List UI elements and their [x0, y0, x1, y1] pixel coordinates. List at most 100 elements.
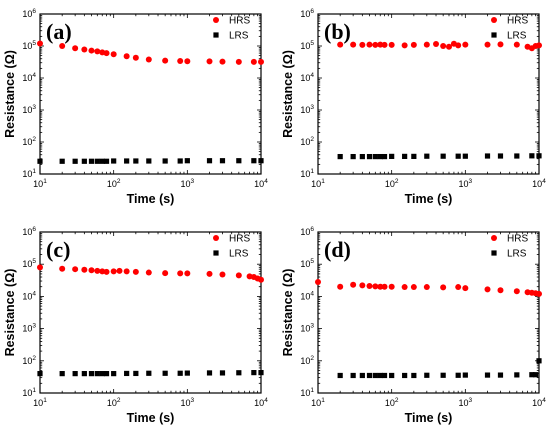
- y-axis-label: Resistance (Ω): [281, 269, 295, 357]
- data-point: [381, 283, 388, 290]
- data-point: [497, 287, 504, 294]
- data-point: [59, 371, 65, 377]
- data-point: [133, 158, 139, 164]
- x-tick-label: 103: [459, 178, 473, 189]
- data-point: [350, 41, 357, 48]
- x-tick-label: 103: [181, 397, 195, 408]
- legend-label: HRS: [229, 16, 250, 27]
- x-axis-label: Time (s): [405, 411, 453, 425]
- data-point: [377, 372, 383, 379]
- data-point: [410, 284, 417, 291]
- legend-marker: [213, 17, 219, 23]
- data-point: [235, 272, 242, 279]
- x-axis-label: Time (s): [127, 192, 175, 206]
- data-point: [81, 158, 87, 164]
- data-point: [529, 372, 535, 378]
- data-point: [103, 158, 110, 164]
- data-point: [315, 279, 321, 286]
- data-point: [177, 370, 183, 376]
- data-point: [536, 42, 542, 49]
- data-point: [402, 372, 408, 379]
- data-point: [177, 158, 183, 164]
- data-point: [377, 283, 384, 290]
- data-point: [401, 42, 408, 49]
- data-point: [72, 371, 78, 377]
- data-point: [219, 158, 226, 164]
- legend-marker: [491, 250, 497, 256]
- data-point: [251, 158, 257, 164]
- data-point: [206, 370, 213, 376]
- data-point: [184, 370, 190, 376]
- data-point: [337, 283, 344, 290]
- data-point: [94, 267, 101, 274]
- data-point: [372, 41, 379, 48]
- data-point: [133, 370, 139, 377]
- data-point: [81, 46, 88, 53]
- data-point: [388, 41, 395, 48]
- chart-panel: 101 102 103 104 101 102 103 104 105 106 Time (s) Re…: [3, 8, 268, 206]
- chart-panel: 101 102 103 104 101 102 103 104 105 106 Time (s) Re…: [281, 226, 546, 425]
- legend-label: HRS: [507, 16, 528, 27]
- data-point: [445, 43, 452, 50]
- data-point: [123, 53, 130, 60]
- data-point: [162, 270, 169, 277]
- data-point: [423, 284, 430, 291]
- data-point: [536, 358, 542, 364]
- legend-marker: [491, 32, 497, 38]
- data-point: [440, 372, 446, 378]
- data-point: [258, 370, 264, 376]
- data-point: [99, 371, 105, 377]
- data-point: [484, 153, 491, 159]
- data-point: [132, 268, 139, 275]
- data-point: [162, 370, 168, 376]
- data-point: [424, 372, 430, 378]
- y-tick-label: 105: [22, 258, 36, 269]
- data-point: [366, 41, 373, 48]
- y-tick-label: 103: [300, 323, 314, 334]
- series-hrs: [37, 264, 264, 283]
- data-point: [513, 288, 520, 295]
- data-point: [455, 42, 462, 49]
- x-tick-label: 104: [254, 178, 268, 189]
- y-tick-label: 102: [300, 136, 314, 147]
- y-tick-label: 105: [22, 40, 36, 51]
- legend: HRS LRS: [213, 234, 250, 260]
- panel-label: (b): [324, 19, 351, 44]
- data-point: [359, 153, 365, 160]
- data-point: [123, 268, 130, 275]
- data-point: [177, 57, 184, 64]
- data-point: [513, 41, 520, 48]
- y-tick-label: 104: [300, 72, 314, 83]
- data-point: [37, 158, 43, 164]
- series-lrs: [337, 153, 542, 160]
- data-point: [536, 153, 542, 159]
- data-point: [236, 370, 242, 376]
- legend: HRS LRS: [491, 234, 528, 260]
- data-point: [529, 153, 535, 159]
- x-axis-label: Time (s): [405, 192, 453, 206]
- y-axis-label: Resistance (Ω): [3, 269, 17, 357]
- data-point: [410, 41, 417, 48]
- series-hrs: [37, 40, 264, 65]
- legend: HRS LRS: [491, 16, 528, 42]
- data-point: [88, 47, 95, 54]
- y-tick-label: 103: [22, 323, 36, 334]
- data-point: [111, 158, 117, 164]
- x-tick-label: 102: [107, 178, 121, 189]
- y-tick-label: 106: [22, 8, 36, 19]
- data-point: [124, 370, 130, 377]
- data-point: [146, 370, 152, 376]
- data-point: [145, 56, 152, 63]
- data-point: [497, 372, 504, 378]
- data-point: [184, 270, 191, 277]
- data-point: [366, 372, 373, 379]
- data-point: [37, 40, 43, 47]
- data-point: [462, 41, 469, 48]
- data-point: [59, 265, 66, 272]
- data-point: [132, 54, 139, 61]
- panel-label: (a): [46, 19, 72, 44]
- data-point: [235, 58, 242, 65]
- legend-label: LRS: [507, 31, 527, 42]
- data-point: [455, 372, 461, 378]
